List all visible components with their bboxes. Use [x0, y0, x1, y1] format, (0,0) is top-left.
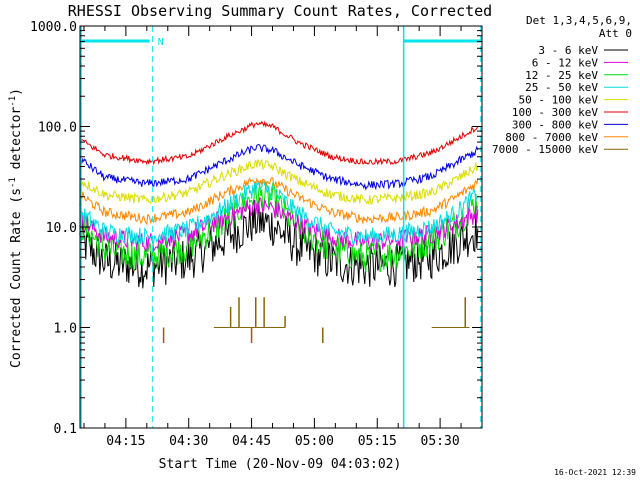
series-line-100-300keV	[79, 120, 479, 166]
plot-frame	[79, 25, 483, 429]
legend-entry-label: 300 - 800 keV	[512, 118, 598, 131]
legend-header-line-2: Att 0	[599, 27, 632, 40]
series-line-300-800keV	[79, 143, 479, 191]
series-line-50-100keV	[79, 158, 479, 206]
annotation-marker: N	[158, 37, 164, 48]
y-axis-label-main: Corrected Count Rate (s	[9, 188, 24, 368]
x-tick-label: 04:30	[169, 434, 208, 449]
legend-entry-label: 25 - 50 keV	[525, 81, 598, 94]
chart-title: RHESSI Observing Summary Count Rates, Co…	[68, 2, 492, 20]
legend-entry-label: 100 - 300 keV	[512, 106, 598, 119]
legend-entry-label: 12 - 25 keV	[525, 69, 598, 82]
legend-entry-label: 3 - 6 keV	[538, 44, 598, 57]
y-axis-label-exp2: -1	[8, 96, 18, 107]
y-tick-label: 0.1	[54, 422, 77, 437]
y-axis-label-exp1: -1	[8, 177, 18, 188]
series-line-6-12keV	[79, 196, 479, 253]
y-tick-label: 10.0	[46, 221, 77, 236]
y-axis-label-mid: detector	[9, 107, 24, 178]
x-tick-label: 05:30	[421, 434, 460, 449]
legend-entry-label: 6 - 12 keV	[532, 56, 599, 69]
series-line-800-7000keV	[79, 177, 479, 226]
legend-header-line-1: Det 1,3,4,5,6,9,	[526, 14, 632, 27]
x-tick-label: 05:15	[358, 434, 397, 449]
x-tick-label: 05:00	[295, 434, 334, 449]
timestamp: 16-Oct-2021 12:39	[554, 468, 636, 477]
axis-layer: N 1000.0 100.0 10.0 1.0 0.1 04:15 04:30 04:45 05:…	[30, 20, 483, 449]
series-line-12-25keV	[79, 181, 479, 273]
legend-entry-label: 800 - 7000 keV	[505, 131, 598, 144]
y-tick-label: 1000.0	[30, 20, 77, 35]
legend-entry-label: 50 - 100 keV	[519, 94, 599, 107]
x-axis-label: Start Time (20-Nov-09 04:03:02)	[159, 457, 402, 472]
y-axis-label: Corrected Count Rate (s-1 detector-1)	[8, 88, 24, 368]
legend-entry-label: 7000 - 15000 keV	[492, 143, 598, 156]
y-tick-label: 100.0	[38, 121, 77, 136]
x-tick-label: 04:15	[106, 434, 145, 449]
y-tick-label: 1.0	[54, 322, 77, 337]
x-tick-label: 04:45	[232, 434, 271, 449]
series-line-25-50keV	[79, 180, 479, 246]
plot-layer	[79, 120, 479, 344]
y-axis-label-end: )	[9, 88, 24, 96]
